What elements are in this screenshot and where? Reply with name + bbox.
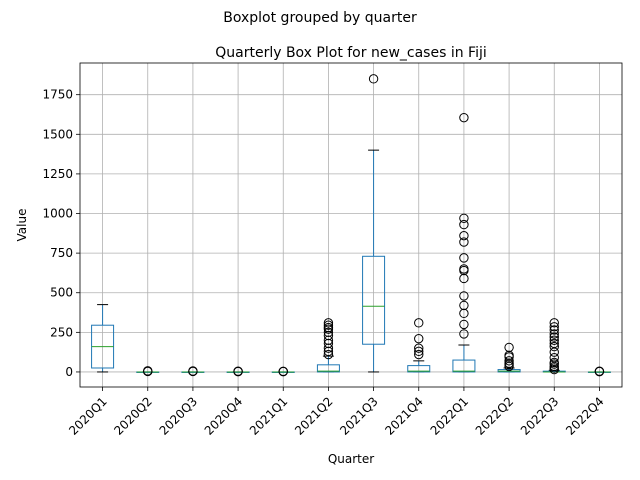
x-tick-label: 2022Q3 bbox=[518, 394, 562, 438]
outlier-point bbox=[414, 346, 424, 357]
outlier-point bbox=[549, 322, 559, 332]
outlier-point bbox=[414, 343, 424, 353]
plot-frame bbox=[79, 62, 623, 388]
box-2021Q1 bbox=[271, 366, 295, 377]
y-tick-label: 750 bbox=[50, 246, 73, 260]
box-2020Q4 bbox=[226, 366, 250, 377]
outlier-point bbox=[459, 329, 469, 339]
chart-title: Quarterly Box Plot for new_cases in Fiji bbox=[215, 45, 487, 61]
outlier-point bbox=[504, 356, 514, 366]
outlier-point bbox=[549, 325, 559, 335]
y-tick-label: 250 bbox=[50, 325, 73, 339]
outlier-point bbox=[459, 230, 469, 241]
outlier-point bbox=[594, 366, 605, 376]
outlier-point bbox=[549, 352, 559, 363]
y-axis-label: Value bbox=[15, 209, 29, 242]
box-2022Q2 bbox=[497, 342, 521, 373]
outlier-point bbox=[459, 253, 469, 263]
outlier-point bbox=[459, 213, 469, 223]
chart-suptitle: Boxplot grouped by quarter bbox=[223, 10, 417, 26]
iqr-box bbox=[407, 365, 431, 373]
outlier-point bbox=[143, 366, 153, 376]
outlier-point bbox=[414, 333, 424, 344]
outlier-point bbox=[549, 329, 559, 339]
y-tick-label: 1500 bbox=[42, 127, 73, 141]
x-tick-label: 2020Q1 bbox=[66, 394, 110, 438]
box-2022Q3 bbox=[542, 318, 566, 375]
x-tick-label: 2020Q3 bbox=[157, 394, 201, 438]
box-2021Q3 bbox=[362, 74, 386, 373]
outlier-point bbox=[459, 291, 469, 301]
iqr-box bbox=[362, 255, 386, 345]
outlier-point bbox=[549, 335, 559, 345]
x-tick-label: 2021Q1 bbox=[247, 394, 291, 438]
outlier-point bbox=[323, 320, 334, 330]
x-tick-label: 2021Q4 bbox=[382, 394, 426, 438]
box-2020Q1 bbox=[91, 304, 115, 373]
grid bbox=[80, 63, 622, 387]
x-tick-label: 2022Q2 bbox=[473, 394, 517, 438]
box-2021Q4 bbox=[407, 318, 431, 373]
outlier-point bbox=[459, 319, 469, 330]
outlier-point bbox=[459, 219, 469, 230]
x-tick-label: 2020Q4 bbox=[202, 394, 246, 438]
y-tick-label: 1750 bbox=[42, 88, 73, 102]
outlier-point bbox=[188, 366, 198, 376]
x-tick-label: 2022Q4 bbox=[563, 394, 607, 438]
iqr-box bbox=[452, 359, 476, 373]
y-tick-label: 0 bbox=[65, 365, 73, 379]
y-tick-label: 500 bbox=[50, 286, 73, 300]
y-tick-label: 1000 bbox=[42, 207, 73, 221]
box-2022Q1 bbox=[452, 112, 476, 373]
y-tick-label: 1250 bbox=[42, 167, 73, 181]
outlier-point bbox=[323, 318, 334, 328]
boxes bbox=[91, 74, 611, 377]
x-tick-label: 2022Q1 bbox=[428, 394, 472, 438]
box-2021Q2 bbox=[316, 318, 340, 373]
outlier-point bbox=[323, 327, 334, 338]
outlier-point bbox=[414, 318, 424, 328]
box-2020Q3 bbox=[181, 366, 205, 377]
outlier-point bbox=[414, 349, 424, 360]
outlier-point bbox=[459, 112, 469, 123]
outlier-point bbox=[549, 338, 559, 349]
outlier-point bbox=[549, 318, 559, 328]
outlier-point bbox=[549, 357, 559, 368]
iqr-box bbox=[316, 364, 340, 373]
outlier-point bbox=[323, 322, 334, 333]
outlier-point bbox=[233, 366, 243, 376]
box-2022Q4 bbox=[587, 366, 611, 377]
outlier-point bbox=[278, 366, 288, 377]
outlier-point bbox=[549, 341, 559, 352]
x-tick-label: 2021Q3 bbox=[337, 394, 381, 438]
x-tick-label: 2021Q2 bbox=[292, 394, 336, 438]
outlier-point bbox=[459, 300, 469, 311]
outlier-point bbox=[459, 237, 469, 247]
outlier-point bbox=[549, 332, 559, 342]
outlier-point bbox=[504, 342, 514, 353]
outlier-point bbox=[459, 264, 469, 274]
box-2020Q2 bbox=[136, 366, 160, 377]
x-tick-label: 2020Q2 bbox=[111, 394, 155, 438]
outlier-point bbox=[323, 349, 334, 360]
x-axis-label: Quarter bbox=[328, 452, 374, 466]
outlier-point bbox=[368, 74, 379, 84]
